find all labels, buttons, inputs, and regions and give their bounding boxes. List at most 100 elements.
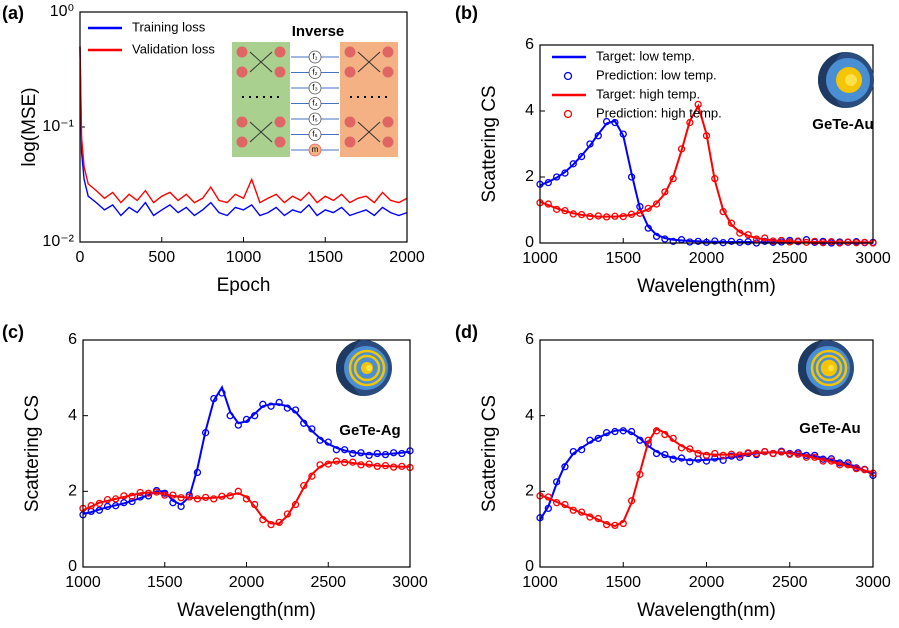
prediction-marker [686,238,694,246]
prediction-marker [669,455,677,463]
legend-label: Prediction: low temp. [596,67,717,82]
prediction-marker [744,449,752,457]
prediction-marker [602,117,611,126]
icon-ring [348,349,386,387]
x-axis-label: Wavelength(nm) [637,276,776,297]
inset-feature [308,81,322,95]
prediction-marker [786,450,794,458]
prediction-marker [777,448,786,456]
prediction-marker [619,212,627,221]
prediction-marker [694,449,702,458]
panel-label: (c) [2,322,24,342]
prediction-marker [794,237,802,245]
prediction-marker [827,238,836,246]
prediction-marker [267,520,275,529]
x-tick-label: 3000 [855,574,891,591]
inset-feature [308,128,322,141]
prediction-marker [177,494,185,502]
prediction-marker [259,516,267,524]
prediction-marker [389,463,398,471]
inset-node [274,46,286,58]
prediction-marker [602,213,611,221]
inset-feature-label: f₁ [313,52,318,61]
inset-feature-label: f₂ [312,68,317,77]
prediction-marker [308,425,316,433]
x-tick-label: 3000 [855,250,891,267]
prediction-marker [802,453,811,461]
prediction-marker [627,497,636,505]
prediction-marker [95,499,103,508]
prediction-marker [357,449,365,457]
prediction-marker [577,210,586,219]
prediction-marker [251,412,259,420]
panel-label: (b) [455,3,478,23]
prediction-marker [210,495,218,503]
prediction-marker [275,398,283,407]
x-tick-label: 500 [148,249,175,266]
prediction-marker [586,140,594,148]
prediction-marker [636,470,644,478]
prediction-marker [702,238,711,246]
prediction-marker [761,237,769,246]
legend-label: Target: high temp. [596,86,700,101]
x-tick-label: 2000 [389,249,425,266]
icon-ring [820,359,838,377]
prediction-marker [152,488,161,496]
prediction-marker [316,461,324,469]
icon-core-hi [828,365,834,371]
prediction-marker [234,487,242,495]
prediction-marker [652,449,661,458]
prediction-marker [128,497,136,506]
prediction-marker [694,237,702,246]
prediction-marker [619,519,627,528]
panel-label: (a) [2,3,24,23]
prediction-marker [761,447,769,456]
prediction-marker [242,495,251,503]
inset-node [274,136,286,148]
prediction-marker [694,100,702,109]
prediction-marker [226,492,234,500]
prediction-marker [661,188,669,196]
prediction-marker [569,447,577,456]
core-shell-icon [336,340,392,396]
prediction-marker [669,237,677,246]
prediction-marker [719,207,727,216]
inset-node [344,116,356,128]
material-label: GeTe-Au [812,116,873,133]
prediction-marker [577,446,586,454]
prediction-marker [169,491,177,499]
prediction-marker [218,492,226,500]
inset-feature [308,143,322,157]
x-tick-label: 0 [76,249,85,266]
inset-feature [308,97,322,110]
prediction-marker [669,434,677,443]
legend-marker [563,109,573,119]
x-tick-label: 2000 [689,574,725,591]
prediction-marker [727,450,736,458]
prediction-marker [586,436,594,444]
prediction-marker [727,237,736,246]
y-tick-label: 0 [525,234,534,251]
x-axis-label: Epoch [217,275,271,296]
prediction-marker [819,457,827,465]
prediction-marker [193,495,202,503]
legend-label: Prediction: high temp. [596,105,722,120]
prediction-marker [95,506,103,514]
prediction-marker [627,210,636,218]
icon-core-hi [366,365,372,371]
material-label: GeTe-Ag [339,422,400,439]
prediction-marker [201,429,210,437]
y-tick-label: 6 [525,36,534,53]
prediction-marker [861,238,869,246]
y-tick-label: 0 [525,558,534,575]
x-tick-label: 2500 [772,250,808,267]
prediction-marker [561,500,569,509]
prediction-marker [686,118,694,127]
prediction-marker [844,461,852,469]
inset-node [382,46,394,58]
plot-frame [539,339,874,568]
x-tick-label: 1500 [605,574,641,591]
prediction-marker [611,521,619,530]
x-tick-label: 2000 [689,250,725,267]
prediction-marker [852,464,860,473]
